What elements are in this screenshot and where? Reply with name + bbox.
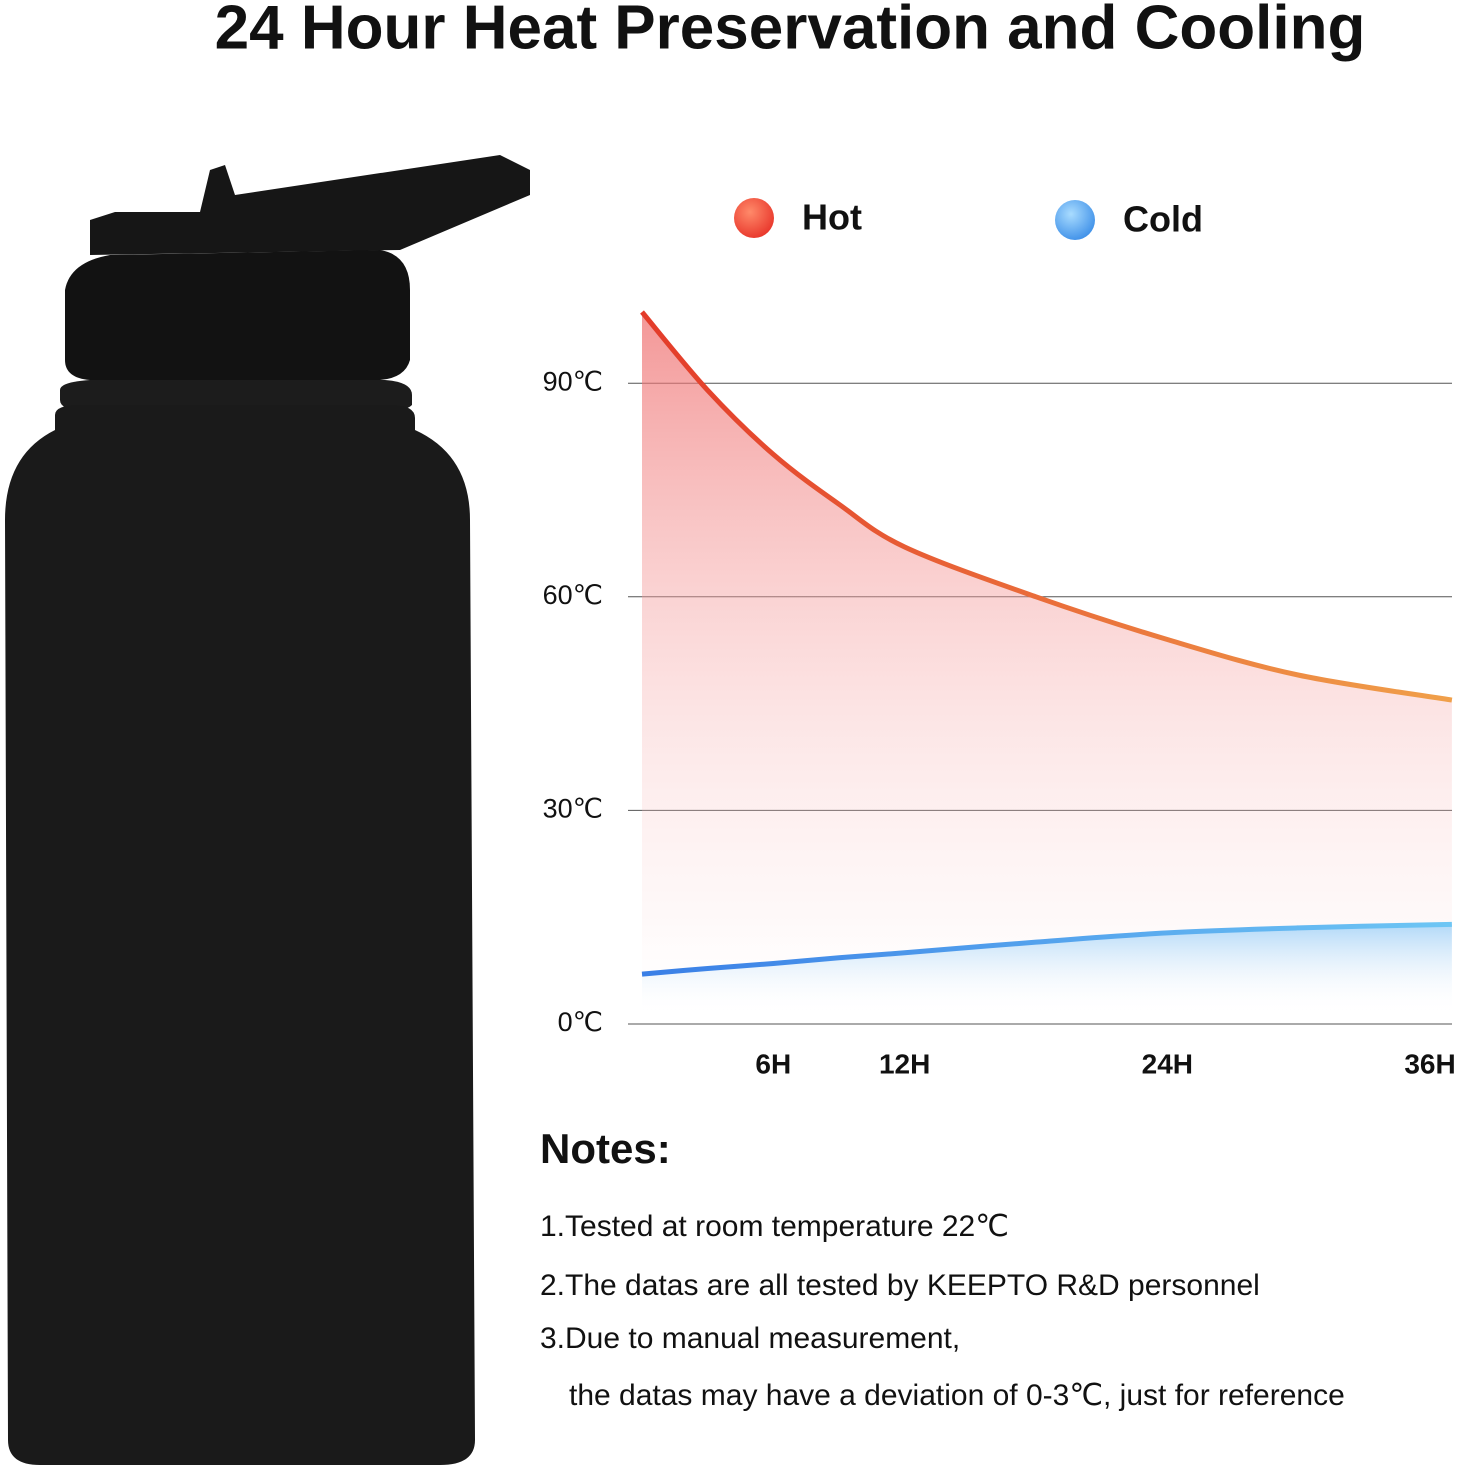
note-item: 2.The datas are all tested by KEEPTO R&D…	[540, 1269, 1260, 1302]
y-tick-label: 90℃	[543, 366, 603, 396]
y-tick-label: 60℃	[543, 580, 603, 610]
chart: 0℃ 30℃ 60℃ 90℃ 6H 12H 24H 36H Hot Cold	[543, 197, 1456, 1080]
legend-marker	[1055, 200, 1095, 240]
page-title: 24 Hour Heat Preservation and Cooling	[215, 0, 1366, 62]
legend-marker	[734, 198, 774, 238]
note-item: 1.Tested at room temperature 22℃	[540, 1210, 1009, 1243]
notes-heading: Notes:	[540, 1125, 671, 1172]
y-tick-label: 30℃	[543, 794, 603, 824]
x-tick-label: 6H	[755, 1048, 791, 1079]
note-item: the datas may have a deviation of 0-3℃, …	[569, 1379, 1345, 1412]
x-tick-label: 36H	[1404, 1048, 1455, 1079]
line	[640, 310, 1453, 703]
area	[642, 312, 1452, 1024]
y-tick-label: 0℃	[558, 1007, 603, 1037]
legend-label: Hot	[802, 197, 862, 238]
note-item: 3.Due to manual measurement,	[540, 1322, 960, 1355]
x-tick-label: 24H	[1142, 1048, 1193, 1079]
x-tick-label: 12H	[879, 1048, 930, 1079]
legend-label: Cold	[1123, 199, 1203, 240]
area	[642, 924, 1452, 1013]
line	[641, 921, 1452, 977]
bottle	[5, 155, 530, 1465]
